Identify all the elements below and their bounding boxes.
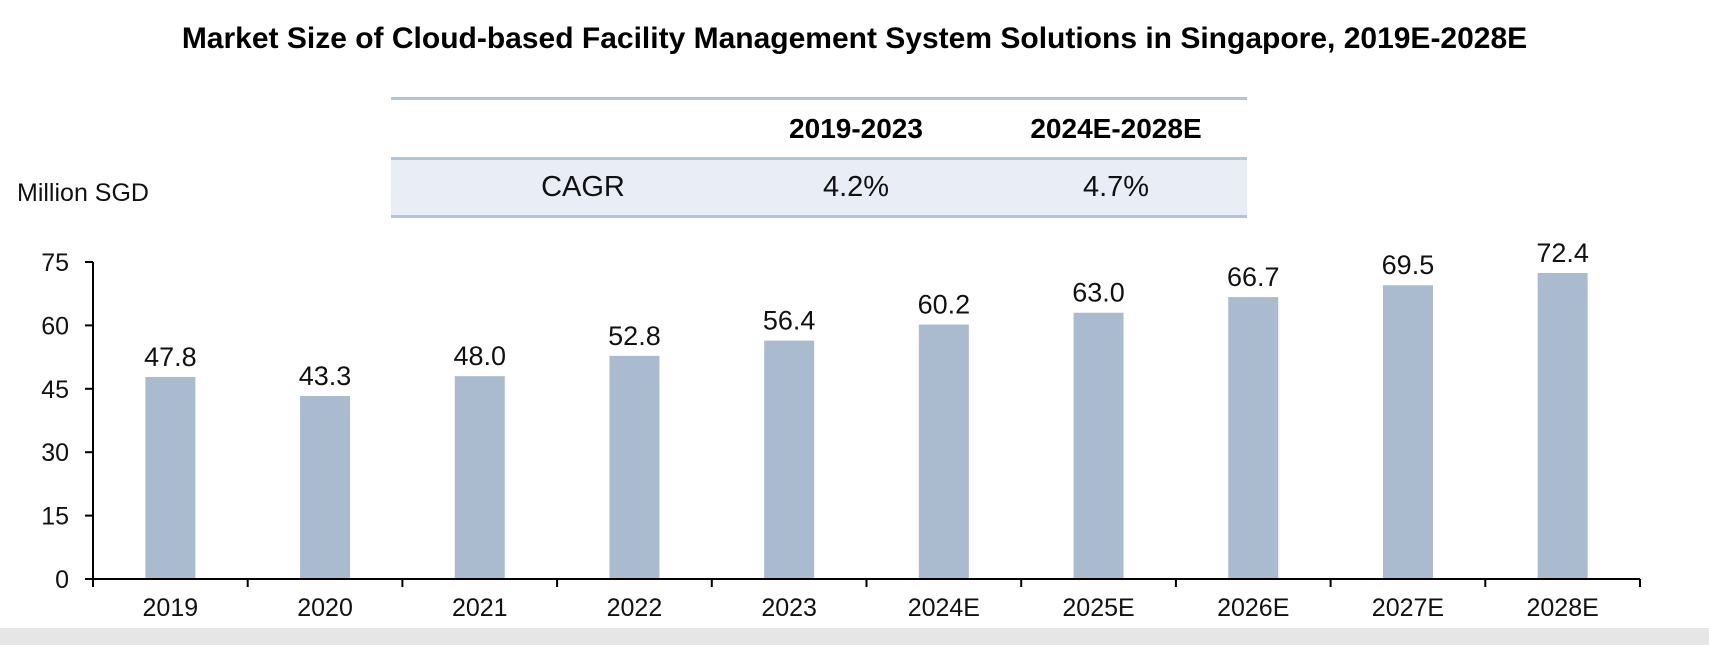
y-tick-label: 15 [41,503,69,531]
x-tick-label-2023: 2023 [761,594,817,622]
y-tick-label: 0 [55,566,69,594]
cagr-header-period-1: 2019-2023 [789,113,923,144]
data-label-2020: 43.3 [299,361,352,391]
x-tick-label-2026E: 2026E [1217,594,1289,622]
cagr-table-header-rule [391,157,1247,160]
x-tick-label-2027E: 2027E [1372,594,1444,622]
x-tick-label-2020: 2020 [297,594,353,622]
y-tick-label: 75 [41,249,69,277]
data-label-2024E: 60.2 [918,290,971,320]
bar-2028E [1537,272,1588,579]
data-label-2019: 47.8 [144,342,197,372]
bar-2026E [1228,297,1279,579]
x-tick-label-2019: 2019 [143,594,199,622]
y-tick-label: 30 [41,439,69,467]
data-label-2023: 56.4 [763,306,816,336]
y-axis-unit-label: Million SGD [17,179,149,207]
y-tick-label: 60 [41,312,69,340]
bar-2020 [300,395,351,579]
cagr-table-row-background [391,160,1247,215]
cagr-table: 2019-2023 2024E-2028E CAGR 4.2% 4.7% [391,97,1247,218]
y-tick-label: 45 [41,376,69,404]
cagr-value-period-1: 4.2% [822,171,890,203]
bar-2027E [1382,285,1433,579]
x-tick-label-2021: 2021 [452,594,508,622]
x-tick-label-2024E: 2024E [908,594,980,622]
cagr-table-bottom-rule [391,215,1247,218]
bar-2023 [764,340,815,579]
bar-2022 [609,355,660,579]
data-label-2022: 52.8 [608,321,661,351]
data-label-2025E: 63.0 [1072,278,1125,308]
x-tick-label-2025E: 2025E [1062,594,1134,622]
data-label-2026E: 66.7 [1227,262,1280,292]
cagr-table-top-rule [391,97,1247,100]
data-label-2027E: 69.5 [1382,250,1435,280]
cagr-row-label: CAGR [541,171,625,203]
cagr-header-period-2: 2024E-2028E [1030,113,1202,144]
cagr-value-period-2: 4.7% [1082,171,1150,203]
data-label-2028E: 72.4 [1536,238,1589,268]
chart-title: Market Size of Cloud-based Facility Mana… [181,22,1528,55]
bar-2025E [1073,312,1124,579]
data-label-2021: 48.0 [453,341,506,371]
bar-2024E [918,324,969,579]
bottom-strip [0,628,1709,645]
bar-2019 [145,376,196,579]
bar-2021 [454,376,505,579]
x-tick-label-2022: 2022 [607,594,663,622]
x-tick-label-2028E: 2028E [1527,594,1599,622]
